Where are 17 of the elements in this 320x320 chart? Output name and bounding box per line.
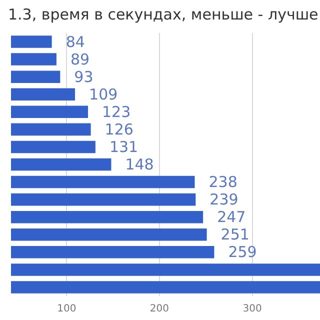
data-label: 238 [208, 173, 238, 192]
data-label: 123 [102, 102, 131, 121]
data-label: 251 [220, 226, 250, 244]
data-label: 131 [109, 138, 138, 156]
data-label: 239 [210, 190, 238, 209]
data-label: 247 [217, 208, 246, 226]
data-label: 109 [89, 85, 118, 104]
data-label: 259 [228, 243, 257, 262]
data-label: 126 [104, 120, 134, 138]
data-label: 93 [74, 68, 94, 86]
data-label: 148 [125, 156, 154, 174]
x-tick-label: 300 [242, 304, 262, 314]
x-tick-label: 200 [150, 304, 170, 314]
data-label: 89 [70, 50, 90, 68]
data-label: 84 [66, 32, 85, 51]
chart-title: 1.3, время в секундах, меньше - лучше [8, 6, 318, 24]
x-tick-label: 100 [57, 304, 76, 314]
